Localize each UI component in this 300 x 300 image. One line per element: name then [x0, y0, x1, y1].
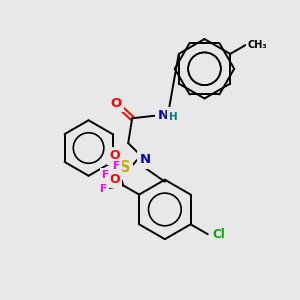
Text: N: N: [140, 153, 151, 167]
Text: F: F: [100, 184, 107, 194]
Text: O: O: [111, 97, 122, 110]
Text: CH₃: CH₃: [248, 40, 267, 50]
Text: H: H: [169, 112, 178, 122]
Text: O: O: [109, 173, 120, 186]
Text: O: O: [109, 149, 120, 162]
Text: N: N: [157, 109, 168, 122]
Text: Cl: Cl: [213, 228, 226, 241]
Text: F: F: [113, 161, 120, 171]
Text: F: F: [102, 170, 109, 180]
Text: S: S: [120, 160, 130, 175]
